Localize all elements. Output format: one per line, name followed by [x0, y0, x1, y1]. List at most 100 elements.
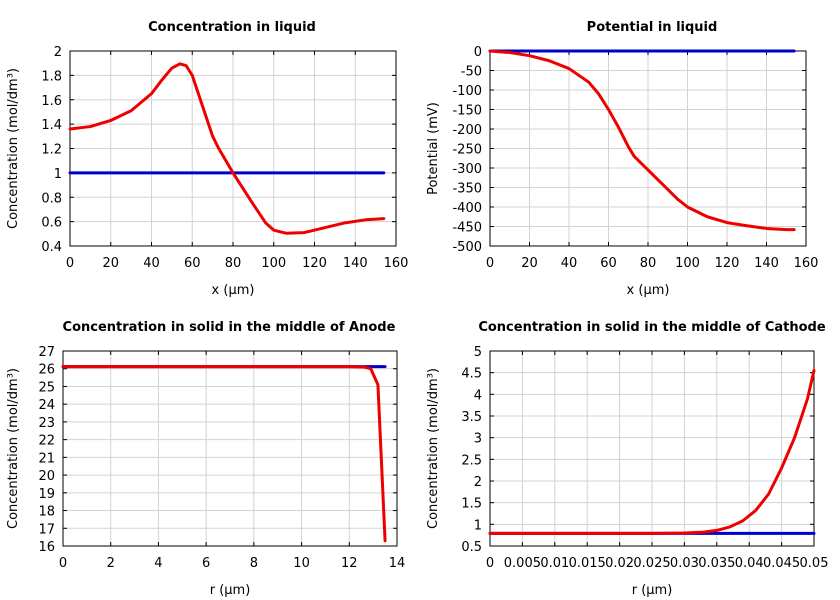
y-tick-label: 1.5	[461, 497, 482, 512]
chart-title: Concentration in solid in the middle of …	[478, 320, 826, 335]
y-tick-label: 27	[38, 345, 55, 360]
y-tick-label: 0.6	[41, 216, 62, 231]
x-tick-label: 0.015	[569, 556, 606, 571]
x-tick-label: 12	[341, 556, 358, 571]
y-tick-label: 1.6	[41, 94, 62, 109]
chart-title: Potential in liquid	[587, 20, 718, 35]
y-tick-label: 3	[474, 432, 482, 447]
series-line-2	[488, 49, 796, 232]
x-tick-label: 0	[486, 256, 494, 271]
y-axis-label: Concentration (mol/dm³)	[6, 68, 21, 229]
y-tick-label: 20	[38, 469, 55, 484]
chart-title: Concentration in solid in the middle of …	[63, 320, 396, 335]
x-tick-label: 0.01	[540, 556, 569, 571]
chart-panel-3: 0 2 4 6 8 10 12 14161718192021222324252627Conce…	[6, 320, 405, 598]
series-line-2	[68, 62, 386, 235]
y-tick-label: 26	[38, 363, 55, 378]
y-tick-label: 1	[474, 518, 482, 533]
x-tick-label: 20	[102, 256, 119, 271]
y-tick-label: -150	[452, 104, 482, 119]
chart-title: Concentration in liquid	[148, 20, 316, 35]
x-tick-label: 60	[184, 256, 201, 271]
x-tick-label: 0.005	[504, 556, 541, 571]
y-tick-label: 0.5	[461, 540, 482, 555]
plot-frame	[62, 350, 398, 547]
x-tick-label: 80	[225, 256, 242, 271]
y-tick-label: 2.5	[461, 453, 482, 468]
x-tick-label: 80	[640, 256, 657, 271]
x-tick-label: 0.02	[605, 556, 634, 571]
x-tick-label: 160	[384, 256, 409, 271]
x-tick-label: 0.045	[763, 556, 800, 571]
y-axis-label: Concentration (mol/dm³)	[6, 368, 21, 529]
series-line-2	[488, 369, 816, 535]
chart-panel-2: 0 20 40 60 80 100 120 140 160-500-450-400-350-30…	[426, 20, 818, 298]
y-tick-label: -200	[452, 123, 482, 138]
y-axis-label: Potential (mV)	[426, 102, 441, 195]
x-tick-label: 140	[343, 256, 368, 271]
y-axis-label: Concentration (mol/dm³)	[426, 368, 441, 529]
y-tick-label: 16	[38, 540, 55, 555]
x-tick-label: 40	[561, 256, 578, 271]
y-tick-label: 0	[474, 45, 482, 60]
x-tick-label: 10	[293, 556, 310, 571]
x-tick-label: 100	[675, 256, 700, 271]
y-tick-label: 3.5	[461, 410, 482, 425]
x-tick-label: 40	[143, 256, 160, 271]
y-tick-label: 25	[38, 380, 55, 395]
x-tick-label: 2	[107, 556, 115, 571]
chart-panel-1: 0 20 40 60 80 100 120 140 160 0.4 0.6 0.8 1 1.2 1.4 1.6…	[6, 20, 408, 298]
x-tick-label: 0	[486, 556, 494, 571]
y-tick-label: 4	[474, 388, 482, 403]
x-tick-label: 0.05	[800, 556, 829, 571]
y-tick-label: 2	[474, 475, 482, 490]
y-tick-label: 2	[54, 45, 62, 60]
y-tick-label: 4.5	[461, 367, 482, 382]
x-tick-label: 140	[754, 256, 779, 271]
x-tick-label: 0	[66, 256, 74, 271]
y-tick-label: 21	[38, 451, 55, 466]
y-tick-label: 1.8	[41, 69, 62, 84]
y-tick-label: -400	[452, 201, 482, 216]
x-tick-label: 60	[600, 256, 617, 271]
y-tick-label: -100	[452, 84, 482, 99]
x-tick-label: 6	[202, 556, 210, 571]
x-axis-label: x (μm)	[212, 283, 255, 298]
y-tick-label: -250	[452, 143, 482, 158]
chart-panel-4: 0 0.005 0.01 0.015 0.02 0.025 0.03 0.035 0.04 0.0…	[426, 320, 828, 598]
y-tick-label: -50	[461, 65, 482, 80]
x-tick-label: 0	[59, 556, 67, 571]
x-axis-label: r (μm)	[210, 583, 251, 598]
y-tick-label: 1.4	[41, 118, 62, 133]
x-tick-label: 120	[302, 256, 327, 271]
y-tick-label: 1	[54, 167, 62, 182]
y-tick-label: -300	[452, 162, 482, 177]
y-tick-label: 1.2	[41, 143, 62, 158]
x-axis-label: x (μm)	[627, 283, 670, 298]
x-tick-label: 0.035	[698, 556, 735, 571]
x-tick-label: 0.025	[633, 556, 670, 571]
y-tick-label: -500	[452, 240, 482, 255]
y-tick-label: 19	[38, 487, 55, 502]
x-tick-label: 0.03	[670, 556, 699, 571]
y-tick-label: -450	[452, 221, 482, 236]
y-tick-label: 5	[474, 345, 482, 360]
y-tick-label: 0.8	[41, 191, 62, 206]
x-tick-label: 14	[389, 556, 406, 571]
y-tick-label: -350	[452, 182, 482, 197]
y-tick-label: 24	[38, 398, 55, 413]
y-tick-label: 22	[38, 434, 55, 449]
x-tick-label: 160	[794, 256, 819, 271]
series-line-2	[61, 365, 387, 543]
x-tick-label: 120	[715, 256, 740, 271]
x-tick-label: 8	[250, 556, 258, 571]
y-tick-label: 18	[38, 505, 55, 520]
x-tick-label: 0.04	[735, 556, 764, 571]
x-tick-label: 100	[261, 256, 286, 271]
x-tick-label: 20	[521, 256, 538, 271]
x-tick-label: 4	[154, 556, 162, 571]
y-tick-label: 17	[38, 522, 55, 537]
x-axis-label: r (μm)	[632, 583, 673, 598]
y-tick-label: 23	[38, 416, 55, 431]
